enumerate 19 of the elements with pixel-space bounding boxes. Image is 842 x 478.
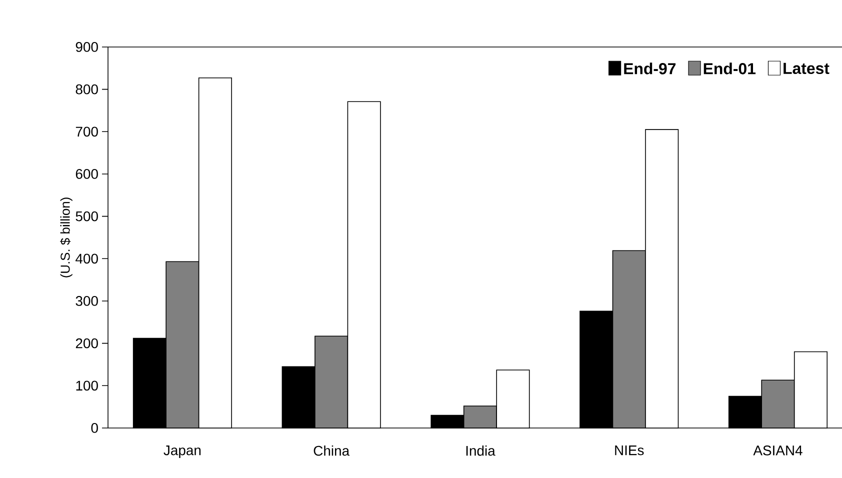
legend-label: End-97 — [624, 62, 676, 74]
y-tick-label: 600 — [76, 169, 98, 179]
y-tick-label: 200 — [76, 338, 98, 348]
y-tick-label: 300 — [76, 296, 98, 306]
legend-label: Latest — [784, 62, 830, 74]
x-tick-label: India — [466, 446, 496, 456]
y-tick-label: 0 — [91, 423, 98, 433]
x-tick-label: NIEs — [615, 446, 644, 456]
y-axis-title: (U.S. $ billion) — [60, 198, 72, 278]
legend-label: End-01 — [704, 62, 756, 74]
y-tick-label: 800 — [76, 84, 98, 94]
y-tick-label: 100 — [76, 380, 98, 391]
y-tick-label: 700 — [76, 126, 98, 137]
x-tick-label: ASIAN4 — [753, 445, 802, 456]
y-tick-label: 400 — [76, 254, 98, 264]
y-tick-label: 900 — [76, 42, 98, 52]
x-tick-label: China — [314, 446, 350, 456]
y-tick-label: 500 — [76, 211, 98, 222]
x-tick-label: Japan — [164, 446, 201, 458]
